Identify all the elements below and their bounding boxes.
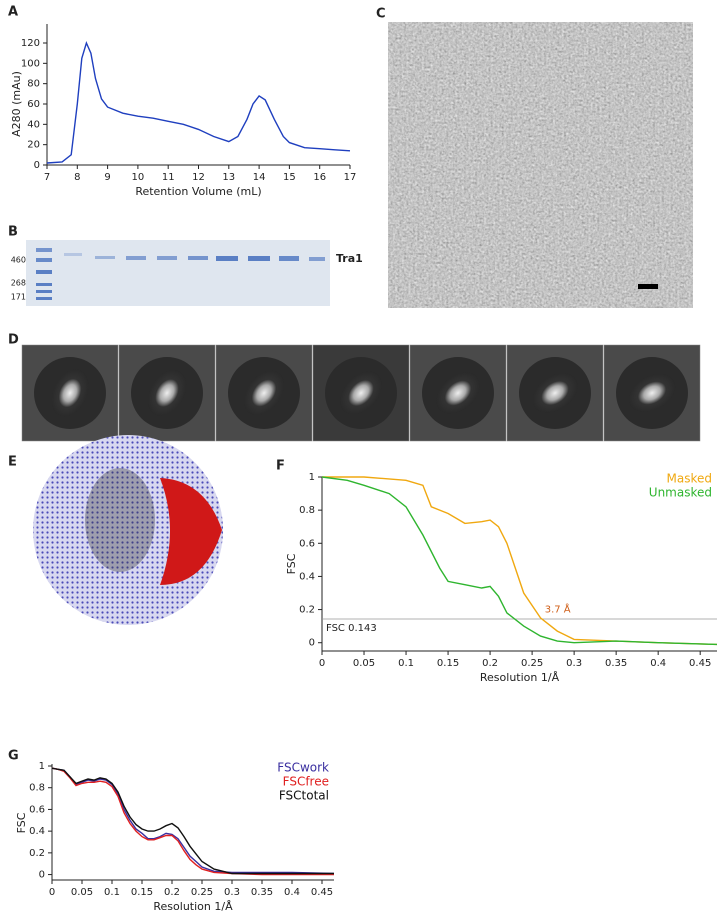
x-tick-label: 0.15 bbox=[437, 658, 459, 669]
legend-entry: FSCfree bbox=[283, 775, 329, 789]
angular-distribution bbox=[33, 435, 223, 625]
x-tick-label: 8 bbox=[74, 172, 80, 183]
y-tick-label: 0 bbox=[39, 870, 45, 881]
x-tick-label: 0.3 bbox=[566, 658, 582, 669]
x-tick-label: 17 bbox=[344, 172, 357, 183]
x-tick-label: 13 bbox=[222, 172, 235, 183]
y-tick-label: 60 bbox=[27, 99, 40, 110]
x-axis-label: Resolution 1/Å bbox=[153, 900, 233, 913]
x-tick-label: 0.2 bbox=[164, 887, 180, 898]
x-tick-label: 16 bbox=[313, 172, 326, 183]
x-tick-label: 0.45 bbox=[311, 887, 333, 898]
gel-marker: 268 bbox=[11, 279, 26, 288]
panel-label: B bbox=[8, 225, 18, 240]
panel-label: E bbox=[8, 455, 17, 470]
y-tick-label: 40 bbox=[27, 119, 40, 130]
y-axis-label: A280 (mAu) bbox=[10, 71, 23, 137]
legend-entry: FSCtotal bbox=[279, 789, 329, 803]
data-line bbox=[46, 40, 351, 164]
x-tick-label: 0.2 bbox=[482, 658, 498, 669]
y-tick-label: 1 bbox=[309, 472, 315, 483]
x-tick-label: 0 bbox=[319, 658, 325, 669]
particle bbox=[339, 371, 383, 415]
scale-bar bbox=[638, 284, 658, 289]
x-axis-label: Retention Volume (mL) bbox=[135, 185, 261, 198]
panel-label: A bbox=[8, 5, 18, 20]
y-tick-label: 0 bbox=[309, 638, 315, 649]
particle bbox=[243, 370, 285, 416]
x-tick-label: 10 bbox=[132, 172, 145, 183]
x-tick-label: 0.45 bbox=[689, 658, 711, 669]
x-tick-label: 15 bbox=[283, 172, 296, 183]
annotation: 3.7 Å bbox=[545, 603, 571, 616]
y-tick-label: 0.2 bbox=[299, 605, 315, 616]
x-tick-label: 11 bbox=[162, 172, 175, 183]
y-tick-label: 0.8 bbox=[299, 505, 315, 516]
panel-label: G bbox=[8, 749, 19, 764]
particle bbox=[628, 373, 676, 413]
x-tick-label: 0 bbox=[49, 887, 55, 898]
data-line bbox=[51, 767, 335, 875]
x-tick-label: 0.35 bbox=[251, 887, 273, 898]
micrograph bbox=[388, 22, 693, 308]
x-tick-label: 12 bbox=[192, 172, 205, 183]
y-tick-label: 0 bbox=[34, 160, 40, 171]
gel-marker: 460 bbox=[11, 256, 26, 265]
x-tick-label: 0.05 bbox=[71, 887, 93, 898]
y-tick-label: 0.6 bbox=[299, 538, 315, 549]
x-tick-label: 0.15 bbox=[131, 887, 153, 898]
x-tick-label: 0.3 bbox=[224, 887, 240, 898]
y-tick-label: 20 bbox=[27, 140, 40, 151]
x-tick-label: 0.05 bbox=[353, 658, 375, 669]
particle bbox=[532, 373, 578, 413]
x-tick-label: 0.25 bbox=[191, 887, 213, 898]
legend-entry: FSCwork bbox=[277, 761, 329, 775]
panel-label: F bbox=[276, 459, 285, 474]
particle bbox=[51, 369, 89, 417]
y-tick-label: 0.4 bbox=[299, 571, 315, 582]
gel-band-label: Tra1 bbox=[336, 252, 363, 265]
data-line bbox=[321, 476, 718, 646]
particle bbox=[147, 369, 187, 417]
x-tick-label: 0.25 bbox=[521, 658, 543, 669]
x-tick-label: 0.4 bbox=[650, 658, 666, 669]
y-tick-label: 80 bbox=[27, 79, 40, 90]
x-tick-label: 7 bbox=[44, 172, 50, 183]
x-tick-label: 0.1 bbox=[104, 887, 120, 898]
gel-background bbox=[26, 240, 330, 306]
y-tick-label: 0.4 bbox=[29, 826, 45, 837]
x-tick-label: 0.35 bbox=[605, 658, 627, 669]
y-axis-label: FSC bbox=[15, 812, 28, 833]
data-line bbox=[322, 476, 718, 646]
y-tick-label: 0.2 bbox=[29, 848, 45, 859]
particle bbox=[436, 372, 480, 414]
y-tick-label: 1 bbox=[39, 761, 45, 772]
threshold-label: FSC 0.143 bbox=[326, 623, 377, 634]
x-axis-label: Resolution 1/Å bbox=[480, 671, 560, 684]
x-tick-label: 0.4 bbox=[284, 887, 300, 898]
gel-bands bbox=[36, 248, 325, 300]
data-line bbox=[51, 767, 334, 875]
y-tick-label: 0.8 bbox=[29, 783, 45, 794]
legend-entry: Unmasked bbox=[649, 486, 712, 500]
legend-entry: Masked bbox=[667, 472, 712, 486]
x-tick-label: 9 bbox=[104, 172, 110, 183]
panel-label: D bbox=[8, 333, 19, 348]
gel bbox=[26, 240, 330, 306]
y-tick-label: 0.6 bbox=[29, 804, 45, 815]
gel-marker: 171 bbox=[11, 293, 26, 302]
x-tick-label: 0.1 bbox=[398, 658, 414, 669]
y-tick-label: 100 bbox=[21, 58, 40, 69]
panel-label: C bbox=[376, 7, 386, 22]
data-line bbox=[51, 767, 334, 876]
class-averages bbox=[21, 344, 701, 442]
y-axis-label: FSC bbox=[285, 553, 298, 574]
y-tick-label: 120 bbox=[21, 38, 40, 49]
x-tick-label: 14 bbox=[253, 172, 266, 183]
